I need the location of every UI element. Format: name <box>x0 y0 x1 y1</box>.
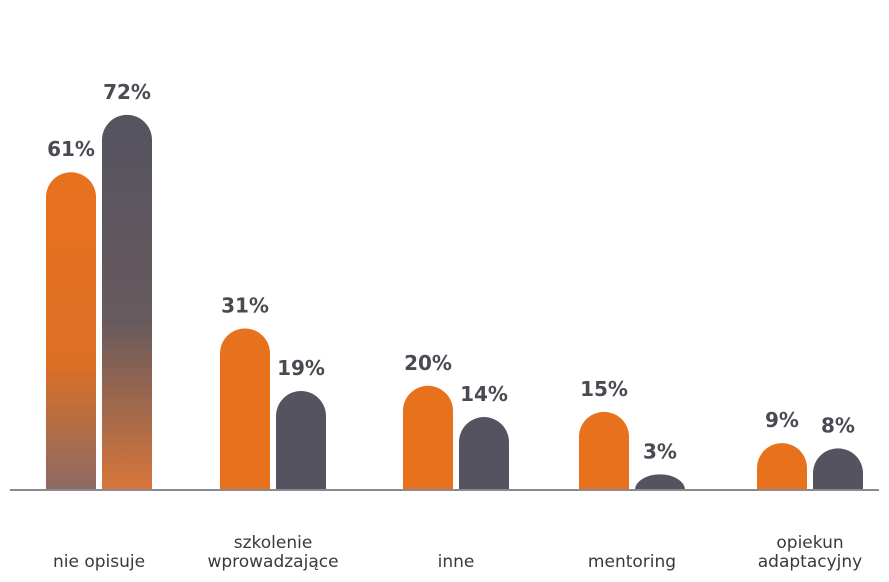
value-label-1-series-1: 19% <box>277 356 325 380</box>
category-label-3-line-0: mentoring <box>588 552 676 572</box>
bar-0-series-1 <box>102 114 152 490</box>
category-label-0-line-0: nie opisuje <box>53 552 145 572</box>
category-label-4-line-1: adaptacyjny <box>758 552 862 572</box>
category-label-4-line-0: opiekun <box>776 533 843 553</box>
value-label-2-series-0: 20% <box>404 351 452 375</box>
category-label-2-line-0: inne <box>438 552 475 572</box>
bar-0-series-0 <box>46 172 96 490</box>
value-label-3-series-1: 3% <box>643 439 677 463</box>
value-label-4-series-1: 8% <box>821 413 855 437</box>
value-label-0-series-1: 72% <box>103 80 151 104</box>
bar-3-series-1 <box>635 474 685 490</box>
bar-2-series-1 <box>458 417 509 490</box>
bars-group <box>46 114 863 490</box>
value-label-0-series-0: 61% <box>47 137 95 161</box>
value-label-4-series-0: 9% <box>765 408 799 432</box>
category-label-1-line-0: szkolenie <box>234 533 313 553</box>
bar-4-series-0 <box>757 443 807 490</box>
category-label-1-line-1: wprowadzające <box>207 552 338 572</box>
value-label-1-series-0: 31% <box>221 293 269 317</box>
value-label-3-series-0: 15% <box>580 377 628 401</box>
bar-4-series-1 <box>813 448 863 490</box>
bar-3-series-0 <box>579 411 629 490</box>
bar-1-series-1 <box>276 391 326 490</box>
bar-2-series-0 <box>402 385 453 490</box>
value-label-2-series-1: 14% <box>460 382 508 406</box>
bar-1-series-0 <box>220 328 270 490</box>
value-labels-group: 61% 72% 31% 19% 20% 14% 15% 3% 9% 8% <box>47 80 855 463</box>
